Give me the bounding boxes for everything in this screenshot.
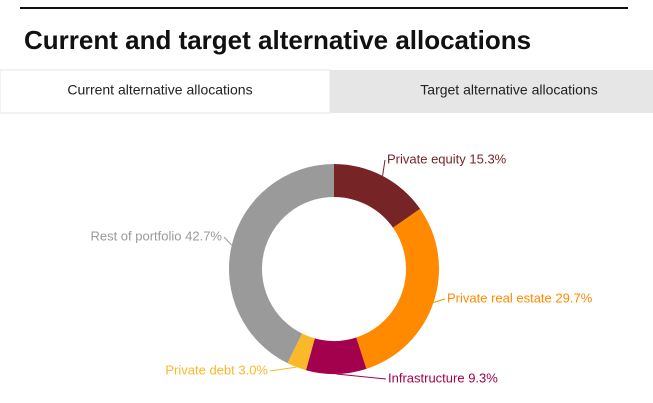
donut-slice [228,164,334,364]
tab-label[interactable]: Target alternative allocations [420,82,597,98]
tab-active[interactable] [0,69,331,114]
tab-label[interactable]: Current alternative allocations [67,82,252,98]
leader-line [433,298,446,303]
leader-line [382,159,386,176]
donut-slice [287,333,315,371]
leader-line [336,373,387,380]
donut-slice [334,164,421,228]
chart-title: Current and target alternative allocatio… [24,25,531,55]
data-label: Private debt 3.0% [165,362,268,377]
data-label: Private real estate 29.7% [447,290,593,305]
leader-line [269,366,297,372]
donut-slice [356,208,439,369]
tab-inactive[interactable] [330,70,653,113]
leader-line [223,236,233,246]
donut-slice [305,337,367,374]
data-label: Private equity 15.3% [387,151,507,166]
data-label: Rest of portfolio 42.7% [90,228,222,243]
data-label: Infrastructure 9.3% [388,370,498,385]
